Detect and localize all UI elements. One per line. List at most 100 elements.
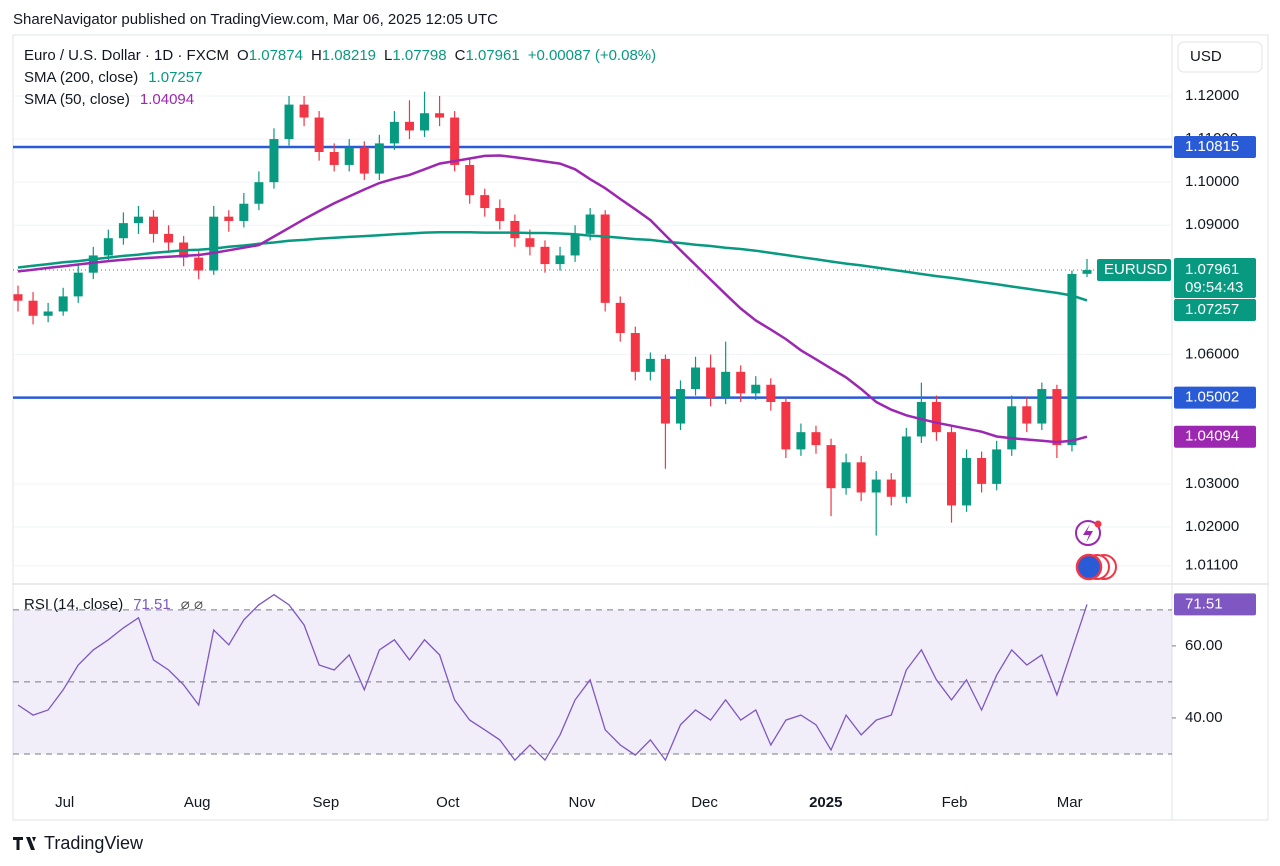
y-tick-label: 1.01100 <box>1185 557 1238 574</box>
level-box <box>1174 386 1256 409</box>
plot <box>13 91 1172 762</box>
symbol-box <box>1097 259 1171 282</box>
x-tick-label: Sep <box>313 794 340 811</box>
candle-body <box>254 182 264 204</box>
candle-body <box>796 432 806 450</box>
candle-body <box>133 216 143 224</box>
candle-body <box>600 214 610 303</box>
candle-body <box>450 117 460 165</box>
legend-letter: C <box>455 47 466 64</box>
legend-main: Euro / U.S. Dollar · 1D · FXCM O1.07874 H1… <box>24 47 656 64</box>
candle-body <box>43 311 53 316</box>
legend-value: 1.07798 <box>392 47 446 64</box>
candle-body <box>751 384 761 394</box>
candle-body <box>736 371 746 394</box>
candle-body <box>946 432 956 506</box>
candle-body <box>404 121 414 131</box>
legend-rsi: RSI (14, close) 71.51 ⌀ ⌀ <box>24 596 203 613</box>
candle-body <box>299 104 309 118</box>
countdown: 09:54:43 <box>1185 279 1243 296</box>
y-tick-label: 1.10000 <box>1185 173 1239 190</box>
candle-body <box>691 367 701 390</box>
candle-body <box>675 389 685 424</box>
sma-box <box>1174 425 1256 448</box>
published: ShareNavigator published on TradingView.… <box>13 11 498 28</box>
candle-body <box>510 220 520 239</box>
candle-body <box>389 121 399 144</box>
candle-body <box>435 113 445 118</box>
y-tick-label: 1.03000 <box>1185 475 1239 492</box>
currency-button[interactable] <box>1177 41 1263 73</box>
price-box <box>1174 258 1256 299</box>
candle-body <box>660 358 670 424</box>
symbol-label: EURUSD <box>1104 261 1168 278</box>
candle-body <box>1007 406 1017 450</box>
notify-dot <box>1094 520 1102 528</box>
candle-body <box>1052 389 1062 446</box>
legend-rsi-value: 71.51 <box>133 596 171 613</box>
legend-sma: SMA (200, close) 1.07257 <box>24 69 202 86</box>
candle-body <box>721 371 731 398</box>
y-tick-label: 1.12000 <box>1185 87 1239 104</box>
legend-sma-name: SMA (200, close) <box>24 69 138 86</box>
candle-body <box>359 147 369 174</box>
candle-body <box>886 479 896 497</box>
legend-letter: O <box>237 47 249 64</box>
candle-body <box>540 246 550 265</box>
candle-body <box>1082 270 1092 274</box>
candle-body <box>329 152 339 165</box>
legend-letter: H <box>311 47 322 64</box>
candle-body <box>88 255 98 273</box>
candle-body <box>901 436 911 497</box>
event-bubble[interactable] <box>1075 553 1103 581</box>
currency[interactable]: USD <box>1190 48 1222 65</box>
candle-body <box>103 238 113 256</box>
legend-sma-name: SMA (50, close) <box>24 91 130 108</box>
rsi-line <box>17 593 1088 762</box>
legend-letter: L <box>384 47 392 64</box>
candle-body <box>977 458 987 484</box>
legend-title: Euro / U.S. Dollar · 1D · FXCM <box>24 47 229 64</box>
x-tick-label: Aug <box>184 794 211 811</box>
candle-body <box>706 367 716 398</box>
logo-text: TradingView <box>44 833 144 853</box>
price-label: 1.07961 <box>1185 261 1239 278</box>
candle-body <box>149 216 159 234</box>
candle-body <box>826 445 836 489</box>
sma-label: 1.04094 <box>1185 428 1239 445</box>
candle-body <box>420 113 430 131</box>
y-tick-label: 1.02000 <box>1185 518 1239 535</box>
candle-body <box>269 139 279 183</box>
candle-body <box>1022 406 1032 424</box>
legend-value: 1.07961 <box>465 47 519 64</box>
x-tick-label: Oct <box>436 794 460 811</box>
y-tick-label: 1.09000 <box>1185 216 1239 233</box>
legend-value: 1.08219 <box>322 47 376 64</box>
legend-sma-value: 1.04094 <box>140 91 194 108</box>
x-tick-label: Mar <box>1057 794 1083 811</box>
candle-body <box>871 479 881 493</box>
sma-line <box>17 230 1088 302</box>
level-box <box>1174 136 1256 159</box>
x-tick-label: Jul <box>55 794 74 811</box>
rsi-label: 71.51 <box>1185 595 1223 612</box>
candle-body <box>525 238 535 247</box>
event-icons[interactable] <box>1075 520 1117 581</box>
candle-body <box>58 296 68 312</box>
candle-body <box>495 208 505 221</box>
candle-body <box>480 195 490 209</box>
sma-line <box>17 154 1088 444</box>
x-tick-label: Feb <box>942 794 968 811</box>
candle-body <box>73 272 83 297</box>
candle-body <box>962 458 972 506</box>
x-tick-label: Nov <box>569 794 596 811</box>
legend-value: 1.07874 <box>249 47 303 64</box>
legend-sma: SMA (50, close) 1.04094 <box>24 91 194 108</box>
candle-body <box>570 233 580 256</box>
logo: TradingView <box>13 833 144 853</box>
sma-label: 1.07257 <box>1185 301 1239 318</box>
grid: JulAugSepOctNovDec2025FebMar1.120001.110… <box>13 87 1239 811</box>
